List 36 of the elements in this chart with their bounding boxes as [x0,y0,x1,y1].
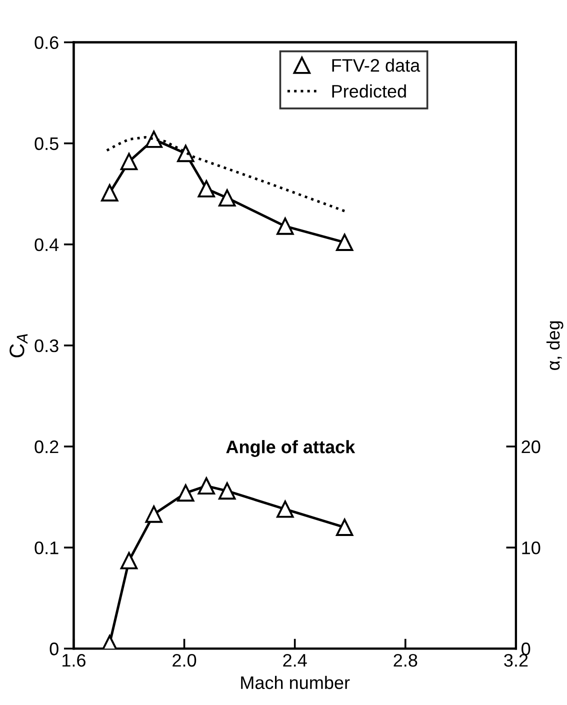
y-axis-title: C$_{A}$ [10,334,28,358]
point [145,506,162,523]
point [177,484,194,502]
y-tick-label: 0.6 [34,36,58,50]
y-tick-label: 0.4 [34,238,59,252]
y2-tick-label: 10 [522,541,540,554]
legend-label: FTV-2 data [332,58,420,72]
legend-label: Predicted [332,84,406,98]
y-tick-label: 0.5 [34,137,58,150]
y-tick-label: 0.2 [34,440,58,454]
point [101,184,118,202]
point [145,130,162,148]
point [336,234,354,251]
y2-tick-label: 20 [522,440,540,454]
y-tick-label: 0 [50,642,58,656]
y2-axis-title: α, deg [546,321,564,370]
x-axis-title: Mach number [241,676,350,690]
point [198,477,215,495]
x-tick-label: 3.2 [504,654,528,667]
point [276,218,294,235]
y-tick-label: 0.1 [34,541,58,554]
point [198,180,215,198]
point [120,552,138,570]
point [177,144,194,162]
point [120,152,138,170]
point [276,500,294,518]
point [336,518,354,536]
y-tick-label: 0.3 [34,339,58,352]
x-tick-label: 1.6 [62,654,86,667]
point [218,189,236,207]
point [218,482,236,500]
x-tick-label: 2.0 [172,654,196,667]
y2-tick-label: 0 [522,642,530,656]
x-tick-label: 2.8 [394,654,418,667]
x-tick-label: 2.4 [283,654,307,667]
annotation: Angle of attack [226,440,356,457]
